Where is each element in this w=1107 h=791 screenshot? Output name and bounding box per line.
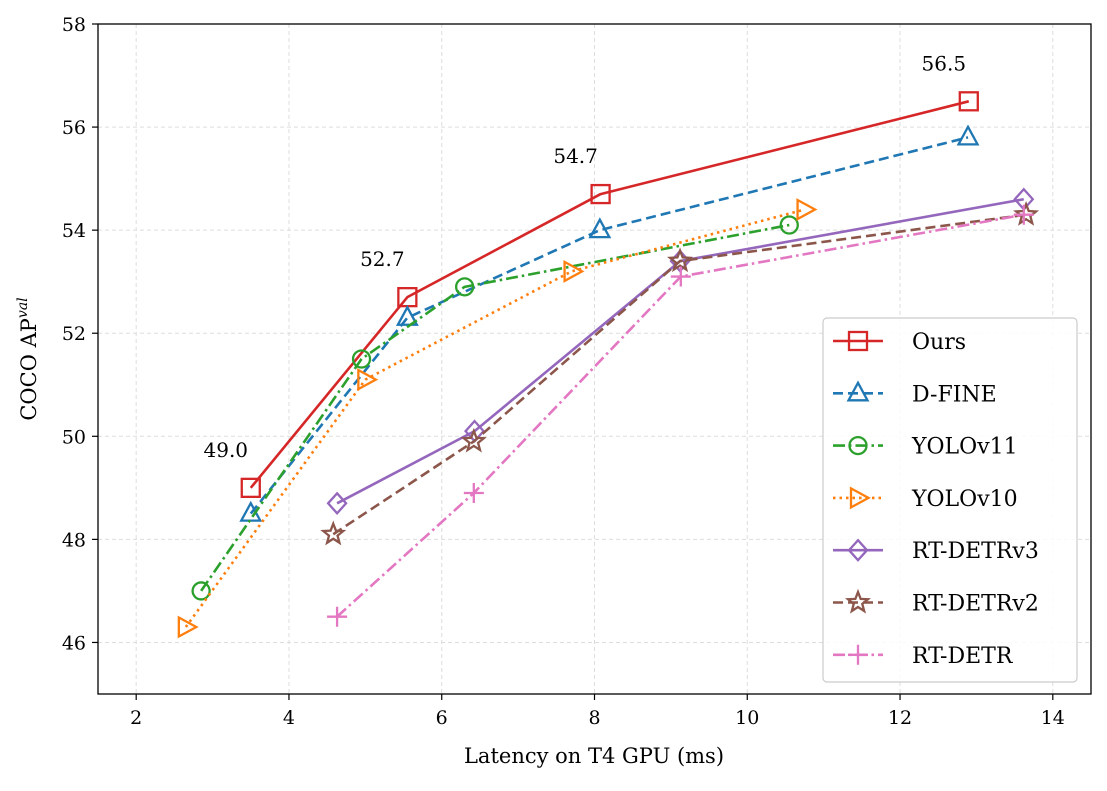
- legend-marker: [847, 330, 869, 352]
- x-tick-label: 2: [130, 707, 142, 729]
- legend-entry-ours: Ours: [833, 330, 966, 355]
- series-yolov10: [177, 198, 818, 639]
- series-layer: [177, 91, 1040, 639]
- legend-label: RT-DETRv3: [912, 539, 1039, 564]
- legend-label: YOLOv11: [911, 435, 1018, 460]
- data-point-rt-detrv2: [460, 427, 487, 453]
- legend-entry-yolov11: YOLOv11: [833, 435, 1018, 460]
- series-line-yolov10: [184, 208, 805, 628]
- y-tick-label: 58: [62, 14, 86, 36]
- legend-marker: [846, 380, 870, 402]
- data-point-yolov11: [351, 349, 372, 369]
- y-tick-label: 46: [62, 632, 86, 654]
- legend-marker: [849, 486, 871, 510]
- data-point-rt-detrv2: [320, 520, 347, 546]
- legend-box: [822, 317, 1078, 683]
- legend-marker: [847, 538, 869, 562]
- series-line-rt-detrv2: [332, 213, 1027, 536]
- x-tick-label: 10: [735, 707, 759, 729]
- series-line-ours: [249, 100, 970, 489]
- data-point-yolov10: [357, 368, 379, 392]
- data-point-d-fine: [956, 124, 980, 146]
- legend-label: Ours: [912, 330, 966, 355]
- legend-entry-rt-detrv3: RT-DETRv3: [833, 538, 1039, 564]
- data-point-rt-detr: [327, 606, 348, 627]
- data-point-rt-detrv2: [667, 247, 694, 273]
- legend-marker: [848, 435, 868, 456]
- series-line-rt-detrv3: [336, 197, 1025, 505]
- legend-entry-yolov10: YOLOv10: [833, 486, 1018, 512]
- legend-marker: [848, 644, 868, 665]
- data-point-rt-detrv2: [1013, 200, 1040, 226]
- data-label: 52.7: [360, 247, 405, 271]
- data-point-yolov11: [191, 581, 211, 601]
- series-line-yolov11: [200, 223, 790, 592]
- x-tick-label: 14: [1041, 707, 1065, 729]
- data-point-rt-detr: [463, 483, 484, 503]
- y-tick-label: 56: [62, 117, 86, 139]
- y-tick-label: 48: [62, 529, 86, 551]
- y-tick-label: 54: [62, 220, 86, 242]
- x-axis-title: Latency on T4 GPU (ms): [464, 744, 724, 768]
- data-point-d-fine: [395, 304, 419, 326]
- data-label: 56.5: [922, 51, 967, 75]
- annotations: 49.0 52.7 54.7 56.5: [204, 51, 967, 462]
- data-point-yolov11: [779, 215, 799, 235]
- data-point-ours: [590, 183, 611, 205]
- y-axis-title-superscript: val: [15, 297, 31, 318]
- data-point-yolov10: [796, 198, 818, 221]
- data-point-yolov10: [177, 615, 199, 639]
- legend-entry-d-fine: D-FINE: [833, 380, 997, 407]
- series-yolov11: [191, 215, 799, 601]
- x-tick-label: 8: [588, 707, 600, 729]
- y-axis-title: COCO APval: [15, 297, 41, 420]
- y-axis-title-main: COCO AP: [17, 318, 41, 421]
- y-tick-label: 52: [62, 323, 86, 345]
- legend-marker: [844, 588, 872, 614]
- legend-label: D-FINE: [912, 382, 997, 407]
- data-label: 49.0: [204, 438, 249, 462]
- data-point-d-fine: [588, 217, 612, 239]
- data-point-yolov10: [563, 259, 585, 283]
- y-tick-label: 50: [62, 426, 86, 448]
- data-point-ours: [958, 91, 979, 112]
- data-label: 54.7: [553, 144, 598, 168]
- legend-entry-rt-detrv2: RT-DETRv2: [833, 588, 1039, 617]
- series-line-rt-detr: [336, 213, 1025, 618]
- legend: Ours D-FINE YOLOv11 YOLOv10 RT-DETRv3 RT-DETR…: [822, 317, 1078, 683]
- legend-label: RT-DETR: [912, 644, 1014, 669]
- x-tick-label: 4: [283, 707, 295, 729]
- series-rt-detr: [327, 204, 1034, 627]
- series-rt-detrv2: [320, 200, 1040, 546]
- x-tick-label: 6: [436, 707, 448, 729]
- data-point-yolov11: [454, 277, 475, 297]
- legend-label: YOLOv10: [911, 487, 1018, 512]
- legend-entry-rt-detr: RT-DETR: [833, 644, 1014, 669]
- data-point-rt-detrv3: [326, 491, 348, 516]
- x-tick-label: 12: [888, 707, 912, 729]
- legend-label: RT-DETRv2: [912, 592, 1039, 617]
- data-point-rt-detr: [1013, 204, 1034, 225]
- data-point-ours: [240, 477, 261, 498]
- data-point-rt-detr: [670, 266, 691, 287]
- series-line-d-fine: [249, 136, 969, 515]
